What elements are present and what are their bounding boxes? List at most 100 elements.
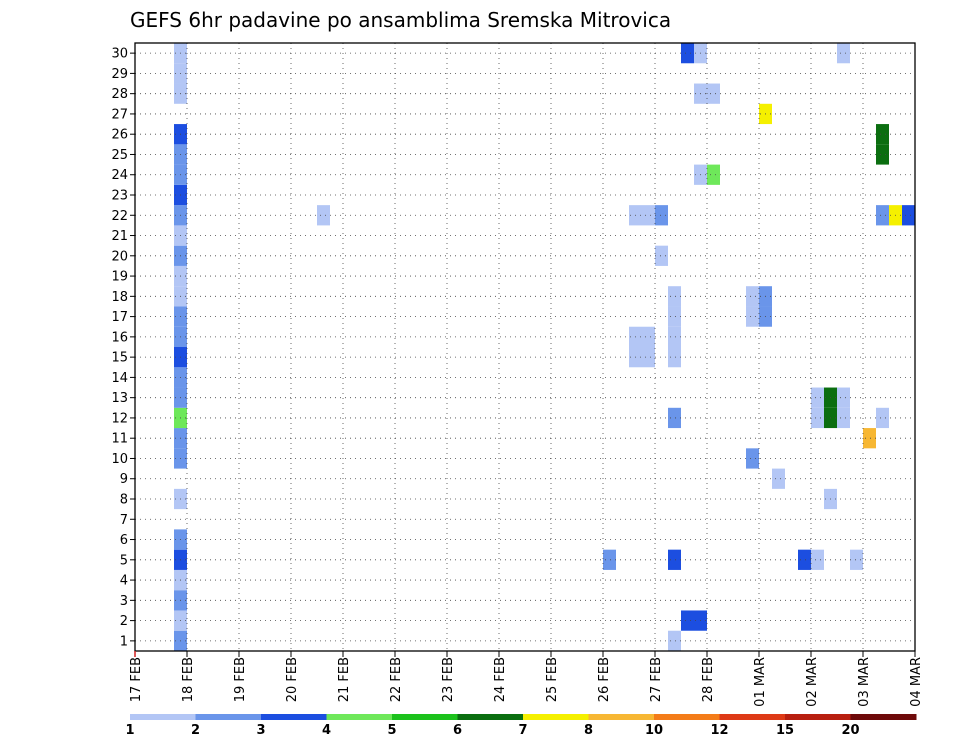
- y-tick-label: 10: [111, 452, 128, 467]
- y-tick-label: 16: [111, 330, 128, 345]
- colorbar-label: 6: [453, 723, 462, 738]
- y-tick-label: 18: [111, 290, 128, 305]
- y-tick-label: 24: [111, 168, 128, 183]
- y-tick-label: 1: [120, 634, 128, 649]
- colorbar-label: 7: [518, 723, 527, 738]
- x-tick-label: 04 MAR: [909, 657, 924, 707]
- heatmap-cell: [876, 205, 889, 226]
- heatmap-cell: [811, 407, 824, 429]
- colorbar-swatch: [195, 714, 262, 720]
- x-tick-label: 18 FEB: [181, 657, 196, 702]
- y-tick-label: 5: [120, 553, 128, 568]
- colorbar-label: 2: [191, 723, 200, 738]
- heatmap-cell: [668, 347, 681, 368]
- colorbar-label: 4: [322, 723, 331, 738]
- colorbar-swatch: [654, 714, 720, 720]
- heatmap-cell: [668, 549, 681, 570]
- x-tick-label: 22 FEB: [389, 657, 404, 702]
- y-tick-label: 27: [111, 107, 128, 122]
- heatmap-cell: [902, 205, 915, 226]
- colorbar-label: 3: [256, 723, 265, 738]
- heatmap-cell: [811, 387, 824, 408]
- x-tick-label: 26 FEB: [597, 657, 612, 702]
- colorbar-swatch: [326, 714, 393, 720]
- heatmap-cell: [876, 407, 889, 429]
- heatmap-cell: [746, 286, 759, 307]
- y-tick-label: 11: [111, 432, 128, 447]
- y-tick-label: 14: [111, 371, 128, 386]
- heatmap-cell: [642, 205, 655, 226]
- y-tick-label: 6: [120, 533, 128, 548]
- x-tick-label: 20 FEB: [285, 657, 300, 702]
- colorbar-swatch: [261, 714, 327, 720]
- heatmap-cell: [668, 286, 681, 307]
- y-tick-label: 13: [111, 391, 128, 406]
- colorbar-label: 12: [710, 723, 728, 738]
- heatmap-cell: [837, 407, 850, 429]
- y-tick-label: 3: [120, 594, 128, 609]
- colorbar-swatch: [130, 714, 196, 720]
- colorbar-label: 20: [841, 723, 859, 738]
- colorbar-label: 10: [645, 723, 663, 738]
- colorbar-swatch: [850, 714, 917, 720]
- y-tick-label: 28: [111, 87, 128, 102]
- heatmap-cell: [668, 630, 681, 651]
- x-tick-label: 03 MAR: [857, 657, 872, 707]
- colorbar-swatch: [719, 714, 786, 720]
- y-tick-label: 7: [120, 513, 128, 528]
- x-tick-label: 23 FEB: [441, 657, 456, 702]
- y-tick-label: 15: [111, 351, 128, 366]
- heatmap-cell: [746, 448, 759, 469]
- heatmap-cell: [681, 610, 694, 631]
- colorbar-swatch: [588, 714, 655, 720]
- colorbar-swatch: [785, 714, 851, 720]
- colorbar-label: 15: [776, 723, 794, 738]
- heatmap-cell: [746, 306, 759, 327]
- y-tick-label: 9: [120, 472, 128, 487]
- x-tick-label: 28 FEB: [701, 657, 716, 702]
- heatmap-cell: [317, 205, 330, 226]
- y-tick-label: 26: [111, 128, 128, 143]
- y-tick-label: 21: [111, 229, 128, 244]
- heatmap-cell: [642, 326, 655, 347]
- heatmap-cell: [603, 549, 616, 570]
- heatmap-cell: [811, 549, 824, 570]
- x-tick-label: 01 MAR: [753, 657, 768, 707]
- x-tick-label: 19 FEB: [233, 657, 248, 702]
- heatmap-cell: [798, 549, 811, 570]
- heatmap-cell: [668, 326, 681, 347]
- heatmap-cell: [642, 347, 655, 368]
- y-tick-label: 25: [111, 148, 128, 163]
- heatmap-cell: [837, 387, 850, 408]
- heatmap-cell: [772, 468, 785, 489]
- heatmap-cell: [850, 549, 863, 570]
- y-tick-label: 29: [111, 67, 128, 82]
- y-tick-label: 12: [111, 411, 128, 426]
- y-tick-label: 8: [120, 493, 128, 508]
- grid-lines: [135, 43, 915, 651]
- y-tick-label: 20: [111, 249, 128, 264]
- colorbar-label: 5: [387, 723, 396, 738]
- y-tick-label: 2: [120, 614, 128, 629]
- colorbar-swatch: [457, 714, 524, 720]
- x-tick-label: 25 FEB: [545, 657, 560, 702]
- colorbar-swatch: [392, 714, 458, 720]
- y-tick-label: 19: [111, 270, 128, 285]
- x-axis: 17 FEB 18 FEB 19 FEB 20 FEB 21 FEB 22 FEB 23 F…: [129, 651, 924, 707]
- y-tick-label: 23: [111, 189, 128, 204]
- heatmap-cell: [837, 43, 850, 64]
- colorbar-swatch: [523, 714, 589, 720]
- heatmap-cell: [668, 407, 681, 429]
- heatmap-cell: [681, 43, 694, 64]
- heatmap-cell: [668, 306, 681, 327]
- y-tick-label: 30: [111, 47, 128, 62]
- heatmap-cells: [174, 43, 915, 651]
- plot-frame: [134, 42, 916, 652]
- heatmap-cell: [707, 83, 720, 104]
- heatmap-cell: [876, 144, 889, 165]
- colorbar: 1 2 3 4 5 6 7 8 10 12 15 20: [125, 714, 917, 738]
- y-tick-label: 17: [111, 310, 128, 325]
- y-axis: 1234567891011121314151617181920212223242…: [111, 47, 135, 649]
- x-tick-label: 17 FEB: [129, 657, 144, 702]
